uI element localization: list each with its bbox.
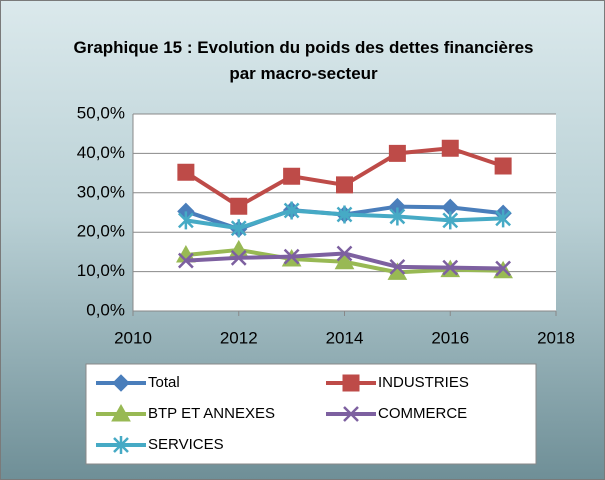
marker — [336, 205, 353, 224]
y-tick-label: 0,0% — [86, 300, 125, 319]
marker — [495, 209, 512, 228]
x-tick-label: 2012 — [220, 328, 258, 347]
x-tick-label: 2018 — [537, 328, 575, 347]
legend-label: COMMERCE — [378, 405, 467, 422]
marker — [389, 258, 406, 275]
legend-label: Total — [148, 374, 180, 391]
marker — [112, 374, 130, 392]
x-tick-label: 2016 — [431, 328, 469, 347]
legend-box — [85, 363, 537, 465]
marker — [442, 259, 459, 276]
marker — [343, 406, 359, 422]
marker — [342, 374, 360, 392]
marker — [177, 211, 194, 230]
marker — [441, 139, 459, 157]
marker — [230, 249, 247, 266]
legend-label: SERVICES — [148, 436, 224, 453]
x-tick-label: 2010 — [114, 328, 152, 347]
legend-label: INDUSTRIES — [378, 374, 469, 391]
marker — [283, 201, 300, 220]
marker — [283, 167, 301, 185]
y-tick-label: 50,0% — [77, 103, 125, 122]
y-tick-label: 10,0% — [77, 261, 125, 280]
marker — [336, 245, 353, 262]
marker — [283, 248, 300, 265]
y-tick-label: 30,0% — [77, 182, 125, 201]
marker — [336, 176, 353, 194]
chart-title: Graphique 15 : Evolution du poids des de… — [73, 38, 534, 83]
x-tick-label: 2014 — [326, 328, 364, 347]
marker — [177, 163, 195, 181]
marker — [230, 197, 248, 215]
marker — [113, 436, 129, 454]
marker — [334, 251, 355, 270]
marker — [495, 260, 512, 277]
legend-label: BTP ET ANNEXES — [148, 405, 275, 422]
marker — [389, 207, 406, 226]
y-tick-label: 20,0% — [77, 222, 125, 241]
marker — [388, 144, 406, 162]
marker — [494, 157, 512, 175]
y-tick-label: 40,0% — [77, 143, 125, 162]
marker — [442, 211, 459, 230]
marker — [177, 252, 194, 269]
marker — [111, 403, 131, 422]
marker — [230, 219, 247, 238]
